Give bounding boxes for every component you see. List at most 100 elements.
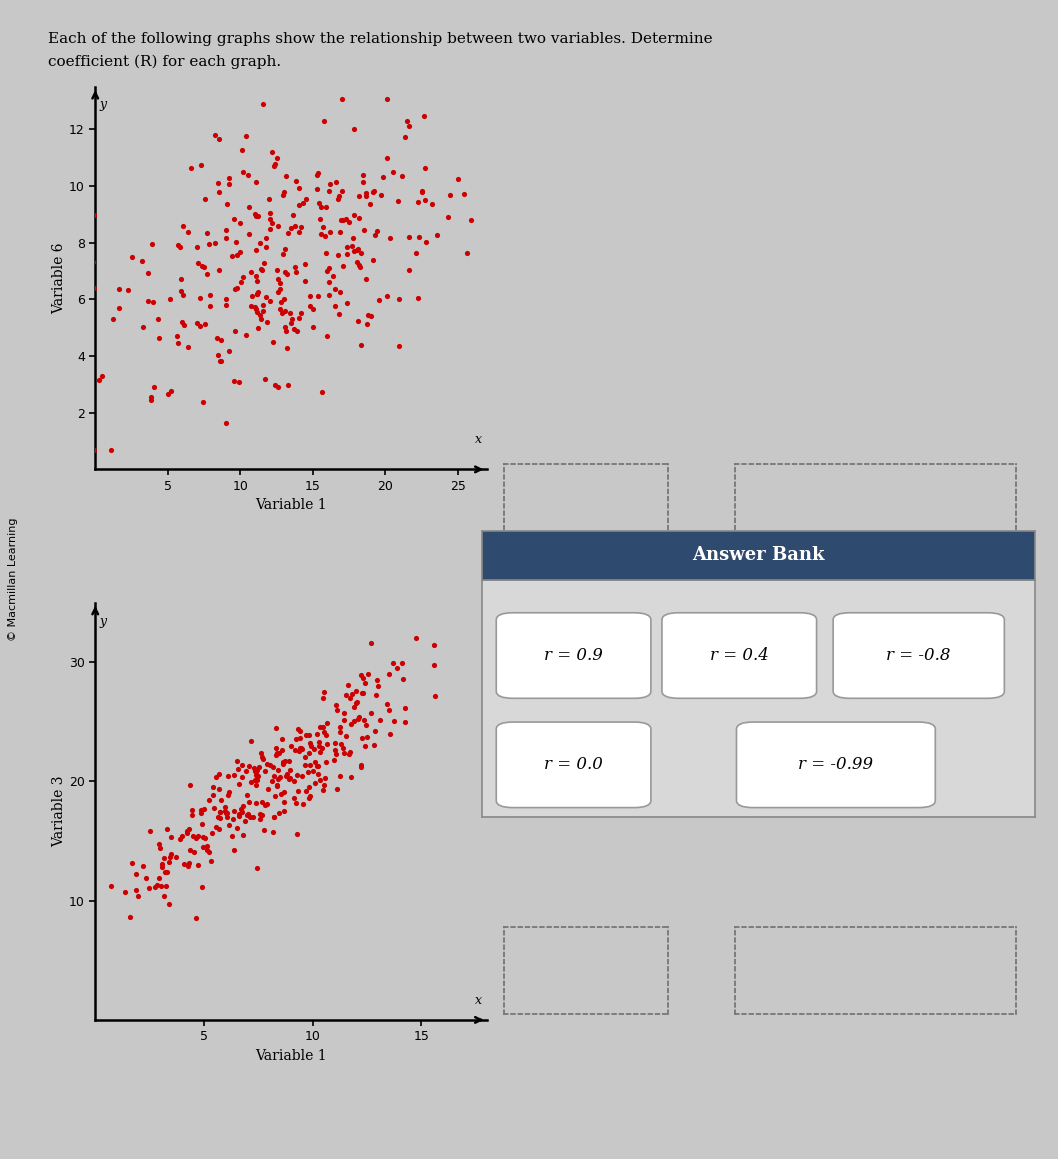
- Point: [309, 724, 326, 743]
- Point: [295, 795, 312, 814]
- Point: [171, 238, 188, 256]
- Point: [179, 822, 196, 840]
- Point: [305, 318, 322, 336]
- Point: [162, 290, 179, 308]
- Point: [266, 808, 282, 826]
- Point: [371, 710, 388, 729]
- Point: [276, 301, 293, 320]
- Point: [397, 699, 414, 717]
- Point: [350, 240, 367, 258]
- Point: [197, 315, 214, 334]
- Point: [274, 245, 291, 263]
- Point: [346, 712, 363, 730]
- Point: [170, 236, 187, 255]
- Point: [327, 745, 344, 764]
- Point: [127, 865, 144, 883]
- Point: [161, 852, 178, 870]
- Point: [250, 319, 267, 337]
- Point: [275, 783, 292, 802]
- Point: [193, 803, 209, 822]
- Point: [333, 89, 350, 108]
- Point: [252, 809, 269, 828]
- Point: [124, 854, 141, 873]
- Point: [211, 183, 227, 202]
- Point: [256, 761, 273, 780]
- Point: [272, 299, 289, 318]
- Point: [411, 228, 427, 247]
- Point: [220, 175, 237, 194]
- Point: [213, 330, 230, 349]
- Point: [315, 683, 332, 701]
- Point: [238, 326, 255, 344]
- Point: [311, 732, 328, 751]
- Point: [270, 269, 287, 287]
- Point: [379, 694, 396, 713]
- Point: [259, 780, 276, 799]
- Point: [205, 799, 222, 817]
- Point: [292, 738, 309, 757]
- Point: [258, 795, 275, 814]
- Point: [151, 839, 168, 858]
- Point: [388, 659, 405, 678]
- Point: [207, 768, 224, 787]
- Point: [365, 182, 382, 201]
- Text: © Macmillan Learning: © Macmillan Learning: [7, 518, 18, 641]
- Point: [300, 778, 317, 796]
- Point: [381, 724, 398, 743]
- Point: [269, 261, 286, 279]
- Point: [229, 818, 245, 837]
- Point: [212, 803, 229, 822]
- Point: [150, 834, 167, 853]
- Point: [239, 806, 256, 824]
- Point: [367, 686, 384, 705]
- Point: [181, 853, 198, 872]
- Point: [386, 712, 403, 730]
- Point: [247, 771, 263, 789]
- Point: [162, 381, 179, 400]
- Point: [300, 743, 317, 761]
- Point: [312, 742, 329, 760]
- Point: [229, 752, 245, 771]
- Point: [352, 756, 369, 774]
- Point: [93, 366, 110, 385]
- Point: [232, 213, 249, 232]
- Text: r = 0.0: r = 0.0: [544, 757, 603, 773]
- Point: [281, 770, 298, 788]
- Point: [311, 717, 328, 736]
- Point: [212, 351, 229, 370]
- Point: [240, 197, 257, 216]
- Point: [297, 255, 314, 274]
- Point: [234, 163, 251, 182]
- Point: [212, 803, 229, 822]
- Point: [345, 228, 362, 247]
- Point: [204, 823, 221, 841]
- Point: [291, 309, 308, 328]
- Point: [207, 818, 224, 837]
- Point: [217, 414, 234, 432]
- Point: [307, 773, 324, 792]
- Point: [189, 826, 206, 845]
- Point: [270, 744, 287, 763]
- Point: [231, 807, 248, 825]
- Point: [335, 710, 352, 729]
- Point: [116, 883, 133, 902]
- Point: [398, 112, 415, 131]
- Point: [318, 243, 335, 262]
- Point: [267, 376, 284, 394]
- Point: [226, 322, 243, 341]
- Point: [416, 107, 433, 125]
- Point: [286, 320, 303, 338]
- Point: [310, 765, 327, 783]
- Point: [341, 213, 358, 232]
- Point: [296, 756, 313, 774]
- Point: [226, 279, 243, 298]
- Point: [358, 183, 375, 202]
- Point: [257, 287, 274, 306]
- Point: [343, 714, 360, 732]
- Point: [176, 854, 193, 873]
- Point: [243, 287, 260, 306]
- Point: [168, 327, 185, 345]
- Point: [174, 313, 190, 331]
- Point: [255, 750, 272, 768]
- Point: [262, 204, 279, 223]
